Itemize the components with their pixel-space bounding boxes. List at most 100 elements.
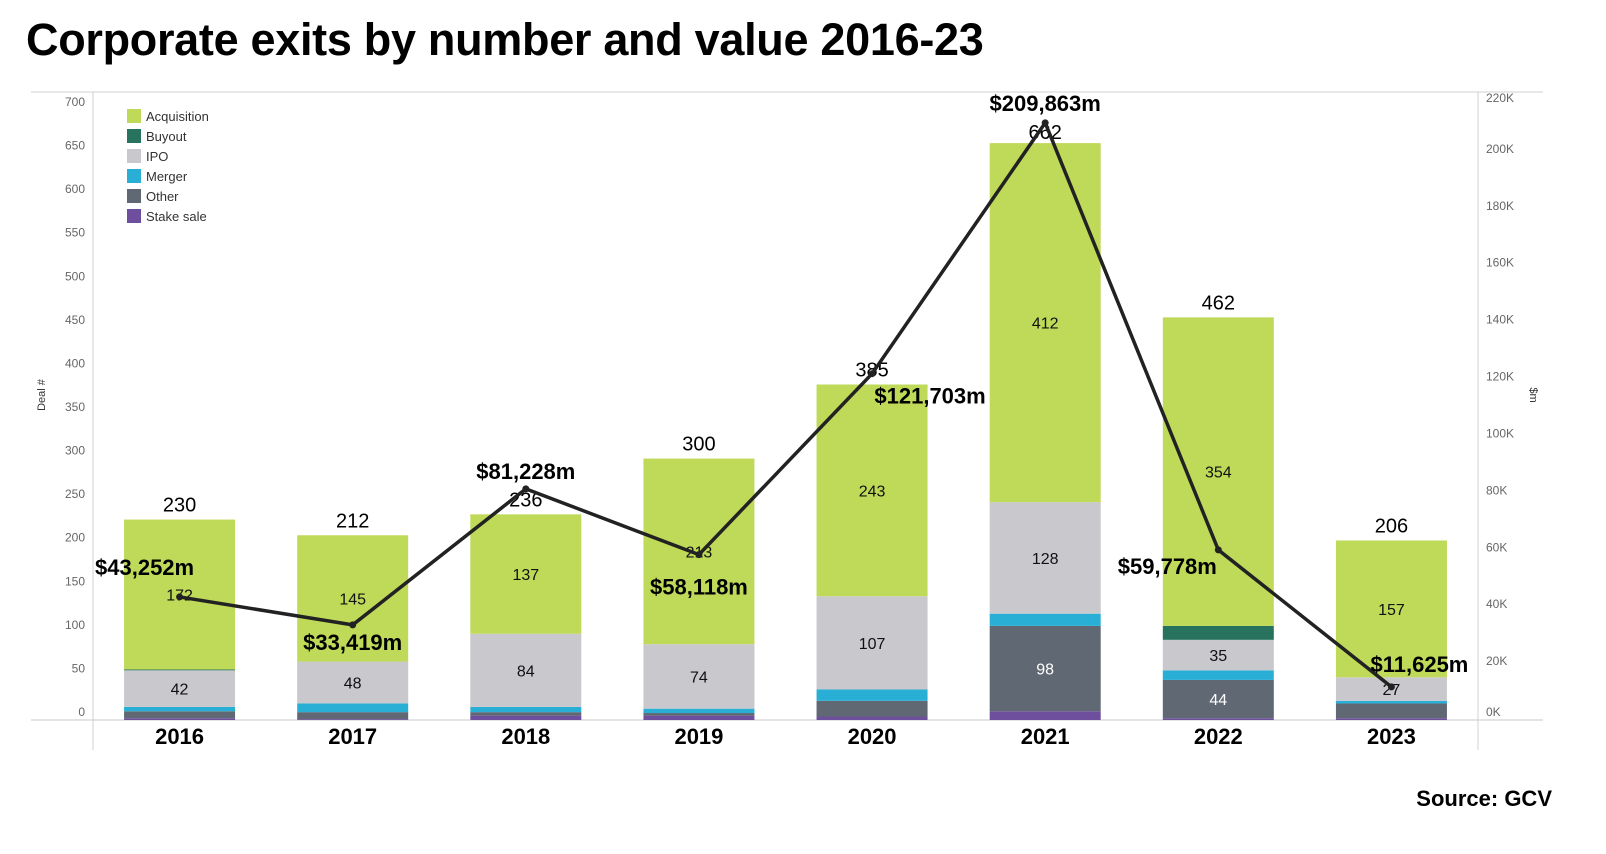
legend-label: Other bbox=[146, 189, 179, 204]
y-axis-left-title: Deal # bbox=[36, 378, 48, 411]
y-tick-left: 700 bbox=[65, 95, 85, 109]
bar-segment-other bbox=[1162, 679, 1274, 719]
x-tick-year: 2019 bbox=[674, 724, 723, 749]
y-tick-left: 550 bbox=[65, 226, 85, 240]
y-tick-left: 250 bbox=[65, 487, 85, 501]
value-label: $81,228m bbox=[476, 459, 575, 484]
y-tick-right: 100K bbox=[1486, 426, 1514, 440]
x-tick-year: 2017 bbox=[328, 724, 377, 749]
segment-label: 157 bbox=[1378, 602, 1405, 619]
bar-segment-other bbox=[124, 711, 236, 719]
value-line bbox=[179, 119, 1393, 689]
legend-swatch-ipo bbox=[127, 149, 141, 163]
source-note: Source: GCV bbox=[1416, 786, 1552, 811]
segment-label: 48 bbox=[344, 676, 362, 693]
segment-label: 44 bbox=[1209, 692, 1227, 709]
bar-segment-stake-sale bbox=[1162, 718, 1274, 720]
segment-label: 354 bbox=[1205, 465, 1232, 482]
bar-segment-other bbox=[1335, 703, 1447, 719]
y-tick-left: 450 bbox=[65, 313, 85, 327]
bar-segment-ipo bbox=[1162, 639, 1274, 671]
bar-segment-buyout bbox=[124, 669, 236, 671]
bar-segment-stake-sale bbox=[816, 716, 928, 720]
y-tick-left: 400 bbox=[65, 356, 85, 370]
bar-segment-buyout bbox=[1162, 625, 1274, 640]
bar-segment-stake-sale bbox=[1335, 718, 1447, 720]
bar-segment-acquisition bbox=[1335, 540, 1447, 678]
legend-swatch-acquisition bbox=[127, 109, 141, 123]
bar-segment-stake-sale bbox=[643, 715, 755, 720]
legend-label: Stake sale bbox=[146, 209, 207, 224]
bar-segment-acquisition bbox=[1162, 317, 1274, 626]
value-label: $11,625m bbox=[1371, 652, 1469, 677]
y-tick-right: 220K bbox=[1486, 91, 1514, 105]
bar-segment-ipo bbox=[470, 633, 582, 707]
y-tick-left: 100 bbox=[65, 618, 85, 632]
segment-label: 145 bbox=[339, 591, 366, 608]
value-label: $58,118m bbox=[650, 575, 748, 600]
legend-label: IPO bbox=[146, 149, 168, 164]
value-label: $59,778m bbox=[1118, 554, 1217, 579]
total-label: 662 bbox=[1029, 122, 1062, 144]
total-label: 300 bbox=[682, 434, 715, 456]
bar-segment-ipo bbox=[124, 670, 236, 707]
x-tick-year: 2022 bbox=[1194, 724, 1243, 749]
y-tick-left: 650 bbox=[65, 139, 85, 153]
value-label: $43,252m bbox=[95, 555, 194, 580]
bar-segment-merger bbox=[989, 613, 1101, 626]
bar-segment-ipo bbox=[297, 661, 409, 704]
bar-segment-ipo bbox=[643, 644, 755, 709]
y-axis-right-title: $m bbox=[1527, 387, 1539, 402]
legend-label: Buyout bbox=[146, 129, 187, 144]
y-tick-right: 0K bbox=[1486, 705, 1501, 719]
segment-label: 27 bbox=[1383, 682, 1401, 699]
y-tick-left: 50 bbox=[72, 661, 86, 675]
y-tick-right: 40K bbox=[1486, 597, 1507, 611]
bar-segment-acquisition bbox=[297, 535, 409, 662]
total-label: 206 bbox=[1375, 515, 1408, 537]
bar-segment-other bbox=[816, 700, 928, 717]
x-tick-year: 2023 bbox=[1367, 724, 1416, 749]
value-label: $209,863m bbox=[990, 91, 1101, 116]
bar-segment-merger bbox=[470, 706, 582, 713]
bar-segment-merger bbox=[124, 706, 236, 712]
value-point bbox=[1214, 546, 1222, 554]
segment-label: 243 bbox=[859, 483, 886, 500]
value-label: $121,703m bbox=[874, 384, 985, 409]
bar-segment-other bbox=[643, 713, 755, 716]
x-tick-year: 2020 bbox=[848, 724, 897, 749]
bar-segment-other bbox=[989, 625, 1101, 712]
y-tick-left: 350 bbox=[65, 400, 85, 414]
bar-segment-merger bbox=[643, 708, 755, 714]
bar-segment-acquisition bbox=[470, 514, 582, 634]
bar-segment-merger bbox=[816, 689, 928, 701]
segment-label: 137 bbox=[512, 567, 539, 584]
legend-label: Merger bbox=[146, 169, 188, 184]
y-tick-left: 600 bbox=[65, 182, 85, 196]
bar-segment-ipo bbox=[816, 596, 928, 690]
segment-label: 128 bbox=[1032, 551, 1059, 568]
y-tick-left: 150 bbox=[65, 574, 85, 588]
segment-label: 412 bbox=[1032, 316, 1059, 333]
legend-label: Acquisition bbox=[146, 109, 209, 124]
value-point bbox=[349, 621, 357, 629]
segment-label: 84 bbox=[517, 663, 535, 680]
segment-label: 35 bbox=[1209, 648, 1227, 665]
segment-label: 74 bbox=[690, 669, 708, 686]
y-tick-right: 80K bbox=[1486, 483, 1507, 497]
y-tick-left: 0 bbox=[78, 705, 85, 719]
value-point bbox=[1387, 683, 1395, 691]
segment-label: 98 bbox=[1036, 662, 1054, 679]
bar-segment-stake-sale bbox=[297, 719, 409, 720]
legend-swatch-stake-sale bbox=[127, 209, 141, 223]
y-tick-left: 500 bbox=[65, 269, 85, 283]
bar-segment-acquisition bbox=[816, 384, 928, 597]
y-tick-right: 120K bbox=[1486, 370, 1514, 384]
value-point bbox=[176, 593, 184, 601]
bar-segment-stake-sale bbox=[470, 715, 582, 720]
x-tick-year: 2018 bbox=[501, 724, 550, 749]
legend-swatch-merger bbox=[127, 169, 141, 183]
chart-title: Corporate exits by number and value 2016… bbox=[26, 14, 984, 65]
bar-segment-merger bbox=[1335, 700, 1447, 704]
